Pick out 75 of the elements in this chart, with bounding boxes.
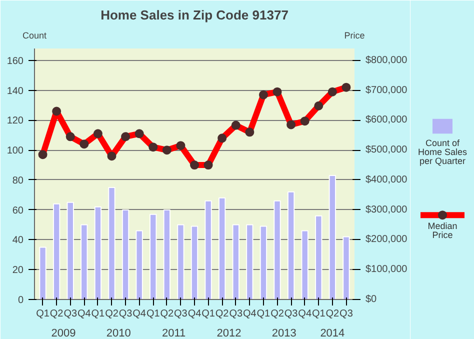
text: 2012 [216, 328, 242, 339]
y-tick-label: 40 [12, 235, 24, 246]
x-tick-label: Q3 [229, 308, 243, 320]
text: 2013 [272, 328, 296, 339]
x-tick-label: Q2 [270, 308, 284, 320]
bar [94, 206, 102, 300]
legend-label: Count of Home Sales per Quarter [418, 138, 468, 166]
bar [232, 224, 240, 300]
bar [328, 174, 336, 300]
bar [66, 202, 74, 300]
chart-title: Home Sales in Zip Code 91377 [100, 8, 288, 22]
bar [218, 197, 226, 300]
x-tick-label: Q2 [160, 308, 174, 320]
x-tick-label: Q4 [298, 308, 312, 320]
y2-tick-label: $200,000 [366, 234, 408, 246]
bar [52, 203, 60, 300]
x-tick-label: Q3 [174, 308, 188, 320]
x-tick-label: Q1 [202, 308, 216, 320]
x-tick-label: Q4 [243, 308, 257, 320]
x-tick-label: Q1 [256, 308, 271, 320]
y2-tick-label: $100,000 [366, 264, 408, 276]
x-tick-label: Q4 [188, 308, 202, 320]
bar [190, 226, 198, 300]
x-tick-label: Q3 [284, 308, 298, 320]
y-tick-label: 140 [6, 86, 24, 97]
y2-tick-label: $800,000 [366, 54, 408, 66]
bar [122, 209, 130, 300]
y2-tick-label: $700,000 [366, 84, 408, 96]
y-axis-title: Count [22, 30, 48, 40]
x-tick-label: Q1 [312, 308, 326, 320]
y2-tick-label: $500,000 [366, 144, 408, 156]
bar [315, 215, 322, 300]
x-tick-label: Q4 [132, 308, 146, 320]
bar [80, 224, 88, 300]
x-tick-label: Q4 [77, 308, 92, 320]
bar [260, 226, 268, 300]
text: 2009 [51, 328, 76, 339]
text: 2011 [162, 328, 186, 339]
bar [150, 214, 157, 300]
bar [136, 230, 143, 300]
x-tick-label: Q3 [340, 308, 354, 320]
y-tick-label: 20 [12, 265, 24, 276]
y-tick-label: 60 [12, 205, 24, 216]
bar [342, 236, 350, 300]
bar [177, 224, 184, 300]
bar [108, 186, 116, 300]
x-tick-label: Q1 [146, 308, 160, 320]
y-tick-label: 80 [12, 175, 24, 186]
y2-tick-label: $600,000 [366, 114, 408, 126]
bar [204, 200, 212, 300]
x-tick-label: Q1 [91, 308, 106, 320]
bar [274, 200, 281, 300]
y2-tick-label: $0 [366, 294, 378, 305]
legend-label: Median Price [428, 221, 458, 240]
y-tick-label: 120 [6, 116, 24, 127]
y-tick-label: 160 [6, 56, 24, 67]
y-tick-label: 100 [6, 146, 24, 157]
y2-tick-label: $300,000 [366, 204, 408, 216]
bar [39, 246, 46, 300]
x-tick-label: Q3 [64, 308, 78, 320]
bar [301, 230, 308, 300]
x-tick-label: Q3 [118, 308, 133, 320]
text: 2014 [320, 328, 345, 339]
x-tick-label: Q2 [215, 308, 230, 320]
x-tick-label: Q1 [36, 308, 50, 320]
x-tick-label: Q2 [105, 308, 119, 320]
y-tick-label: 0 [18, 295, 24, 306]
bar [246, 224, 254, 300]
y2-axis-title: Price [344, 30, 365, 40]
text: 2010 [106, 328, 131, 339]
x-tick-label: Q2 [50, 308, 64, 320]
bar [287, 191, 295, 300]
y2-tick-label: $400,000 [366, 174, 408, 186]
bar [163, 209, 171, 300]
x-tick-label: Q2 [326, 308, 340, 320]
